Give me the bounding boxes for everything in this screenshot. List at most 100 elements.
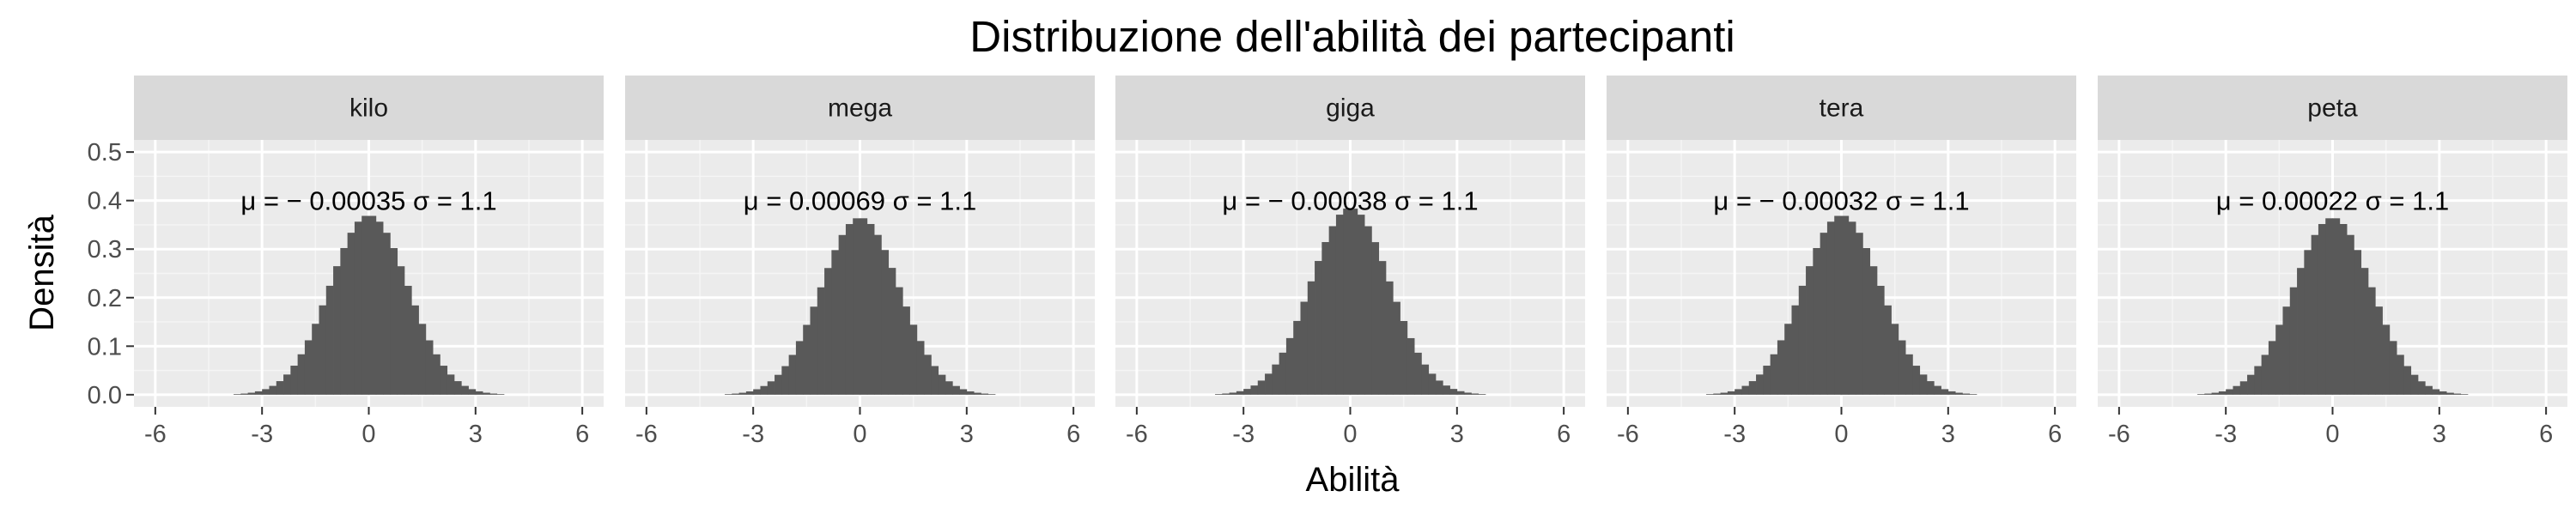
histogram-bar	[333, 266, 341, 395]
histogram-bar	[1414, 352, 1422, 395]
histogram-bar	[1713, 393, 1722, 395]
histogram-bar	[745, 391, 754, 395]
histogram-bar	[1478, 394, 1486, 395]
facet-strip	[1607, 76, 2076, 140]
histogram-bar	[2417, 381, 2426, 395]
histogram-bar	[909, 324, 918, 395]
histogram-bar	[447, 374, 455, 395]
facet-strip	[2098, 76, 2567, 140]
histogram-bar	[2367, 287, 2376, 395]
histogram-bar	[860, 218, 868, 395]
histogram-bar	[2233, 385, 2241, 395]
histogram-bar	[902, 306, 910, 395]
histogram-bar	[319, 305, 327, 395]
x-tick-label: -6	[635, 421, 658, 448]
histogram-bar	[938, 374, 946, 395]
histogram-bar	[1735, 389, 1742, 395]
histogram-bar	[987, 394, 996, 395]
histogram-bar	[1784, 324, 1792, 395]
stats-annotation: μ = 0.00069 σ = 1.1	[744, 186, 976, 216]
histogram-bar	[732, 393, 740, 395]
facet-panel-tera: tera μ = − 0.00032 σ = 1.1 -6 -3 0 3 6	[1607, 76, 2076, 448]
x-tick-label: 6	[1066, 421, 1080, 448]
histogram-bar	[2204, 393, 2213, 395]
histogram-bars	[2197, 218, 2469, 395]
x-tick-label: -6	[1617, 421, 1639, 448]
histogram-bar	[461, 385, 469, 395]
histogram-bar	[1357, 215, 1365, 395]
facet-strip-label: giga	[1326, 94, 1375, 123]
x-tick-label: -3	[1232, 421, 1255, 448]
histogram-bar	[361, 215, 369, 395]
histogram-bar	[760, 385, 769, 395]
histogram-bar	[1941, 389, 1949, 395]
histogram-bar	[1869, 266, 1878, 395]
histogram-bars	[234, 215, 505, 395]
histogram-bar	[959, 389, 968, 395]
histogram-bar	[1350, 209, 1358, 395]
x-tick-label: -6	[2108, 421, 2130, 448]
y-tick-label: 0.5	[88, 139, 122, 167]
histogram-bar	[397, 266, 405, 395]
histogram-bar	[2453, 393, 2462, 395]
histogram-bar	[2375, 306, 2383, 395]
facet-strip	[134, 76, 604, 140]
histogram-bar	[1272, 364, 1280, 395]
x-tick-label: 0	[361, 421, 375, 448]
histogram-bar	[276, 381, 284, 395]
x-tick-label: 0	[1834, 421, 1848, 448]
histogram-bar	[1257, 380, 1266, 395]
facet-strip	[625, 76, 1095, 140]
histogram-bar	[2218, 391, 2227, 395]
histogram-bar	[325, 285, 334, 395]
histogram-bar	[1378, 261, 1387, 395]
histogram-bar	[1250, 385, 1259, 395]
histogram-bars	[725, 218, 996, 395]
histogram-bar	[895, 287, 903, 395]
histogram-bar	[340, 247, 349, 395]
histogram-bar	[931, 366, 939, 395]
x-tick-label: 3	[2433, 421, 2446, 448]
x-tick-label: 3	[469, 421, 483, 448]
histogram-bar	[1285, 337, 1294, 395]
facet-strip-label: kilo	[349, 94, 388, 123]
histogram-bar	[1371, 242, 1380, 395]
histogram-bar	[1848, 221, 1856, 395]
x-tick-label: -3	[2215, 421, 2237, 448]
facet-panels: kilo μ = − 0.00035 σ = 1.1 -6 -3 0 3 6 mega μ = …	[134, 76, 2567, 448]
histogram-bar	[788, 354, 797, 395]
histogram-bar	[468, 389, 477, 395]
histogram-bar	[2197, 394, 2205, 395]
histogram-bar	[1798, 285, 1807, 395]
x-tick-label: 0	[2325, 421, 2339, 448]
x-tick-label: 3	[960, 421, 974, 448]
histogram-bar	[1471, 393, 1479, 395]
histogram-bar	[1464, 392, 1472, 395]
x-tick-label: 0	[853, 421, 866, 448]
y-tick-label: 0.4	[88, 188, 122, 215]
histogram-bar	[475, 391, 483, 395]
histogram-bar	[824, 268, 832, 395]
y-axis: 0.0 0.1 0.2 0.3 0.4 0.5	[88, 139, 134, 409]
stats-annotation: μ = − 0.00038 σ = 1.1	[1222, 186, 1478, 216]
histogram-bar	[838, 234, 847, 395]
histogram-bar	[1856, 233, 1863, 395]
histogram-bar	[1791, 305, 1800, 395]
histogram-bar	[2275, 324, 2283, 395]
histogram-bar	[2339, 223, 2348, 395]
y-tick-label: 0.3	[88, 236, 122, 264]
histogram-bar	[1335, 215, 1344, 395]
histogram-bar	[1891, 324, 1899, 395]
histogram-bar	[952, 385, 960, 395]
histogram-bar	[1428, 373, 1437, 395]
histogram-bar	[2332, 218, 2341, 395]
histogram-bar	[1300, 301, 1309, 395]
histogram-bar	[1884, 305, 1892, 395]
histogram-bar	[725, 394, 732, 395]
histogram-bar	[1763, 366, 1771, 395]
x-tick-label: 3	[1450, 421, 1464, 448]
histogram-bar	[404, 286, 412, 395]
histogram-bar	[1720, 392, 1728, 395]
histogram-bar	[1862, 248, 1871, 395]
facet-strip-label: mega	[828, 94, 892, 123]
